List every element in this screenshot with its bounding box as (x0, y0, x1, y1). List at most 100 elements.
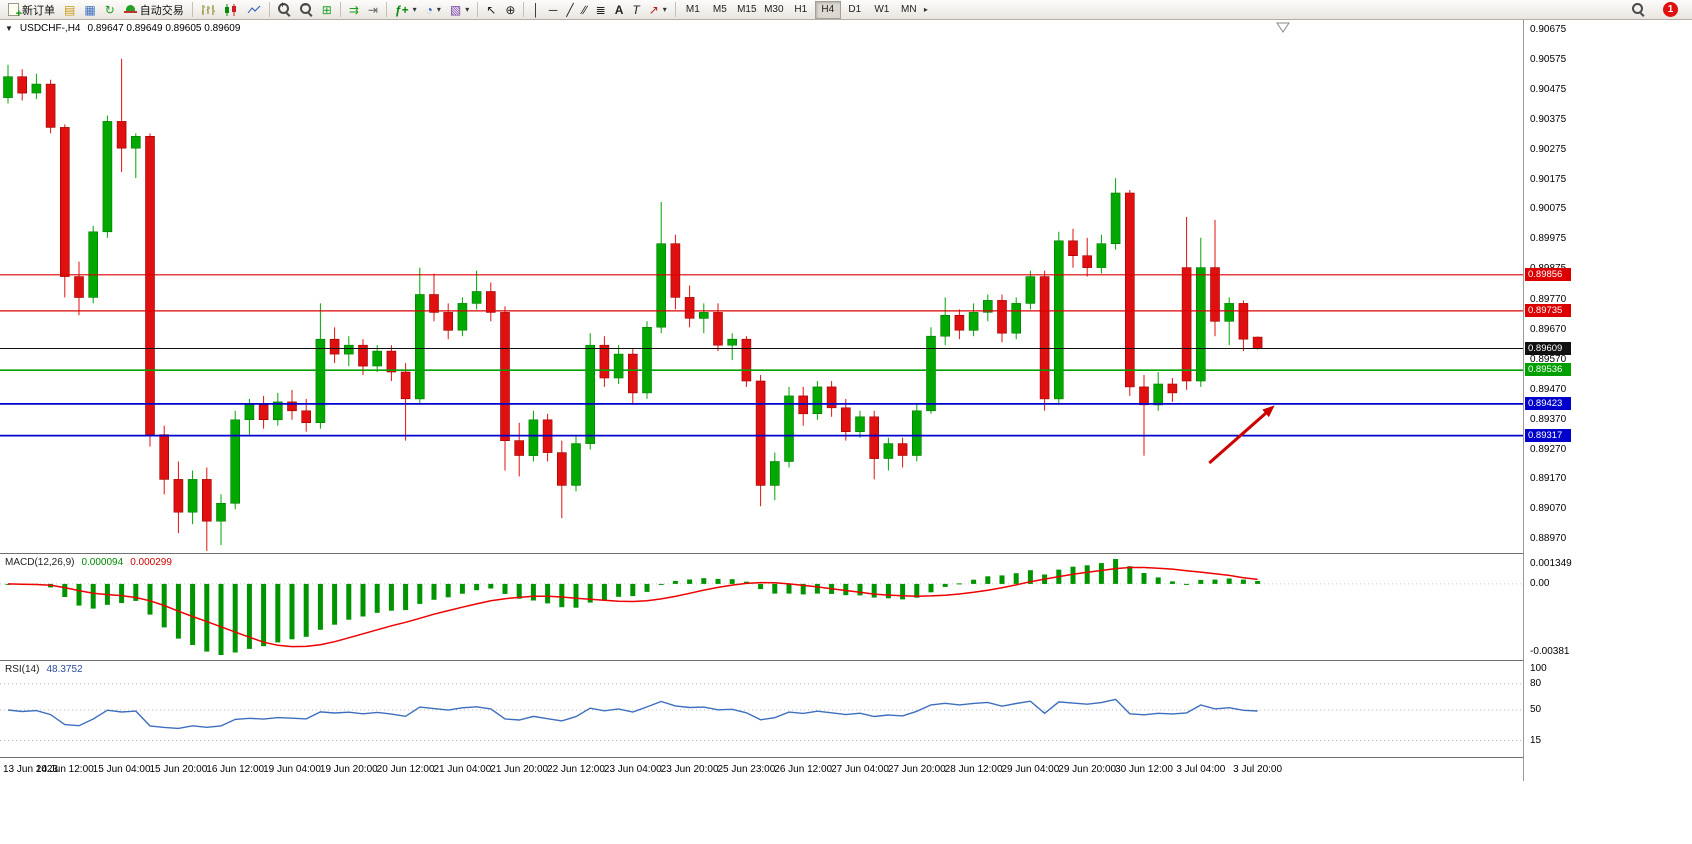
crosshair-icon: ⊕ (505, 2, 516, 17)
templates-button[interactable]: ▧ ▾ (446, 1, 473, 19)
horizontal-lines[interactable] (0, 274, 1523, 437)
rsi-axis-label: 50 (1530, 704, 1542, 715)
trendline-button[interactable]: ╱ (562, 1, 577, 19)
macd-signal-line (7, 566, 1258, 648)
text-button[interactable]: A (611, 1, 628, 19)
charts-window-button[interactable]: ▤ (60, 1, 79, 19)
horizontal-line-icon: ─ (548, 2, 558, 17)
rsi-chart[interactable] (0, 662, 1523, 758)
timeframe-d1[interactable]: D1 (842, 1, 868, 19)
channel-button[interactable]: ∕∕ (579, 1, 591, 19)
candlestick-chart-button[interactable] (220, 1, 242, 19)
macd-histogram (5, 559, 1261, 655)
price-axis-label: 0.89470 (1530, 383, 1567, 395)
autotrade-button[interactable]: 自动交易 (120, 1, 188, 19)
price-axis[interactable]: 0.90675 0.90575 0.90475 0.90375 0.90275 0.901… (1523, 20, 1692, 555)
notification-badge[interactable]: 1 (1663, 2, 1678, 17)
bar-chart-button[interactable] (197, 1, 219, 19)
time-axis-label: 22 Jun 12:00 (547, 764, 605, 775)
price-axis-label: 0.90275 (1530, 143, 1567, 155)
arrow-annotation[interactable] (1208, 405, 1275, 465)
time-axis[interactable]: 13 Jun 2023 14 Jun 12:00 15 Jun 04:00 15 Ju… (0, 759, 1523, 781)
macd-axis[interactable]: 0.001349 0.00 -0.00381 (1523, 555, 1692, 662)
price-axis-label: 0.89570 (1530, 354, 1567, 366)
timeframe-h4[interactable]: H4 (814, 0, 841, 19)
arrows-button[interactable]: ↗ ▾ (645, 1, 671, 19)
zoom-out-button[interactable]: − (296, 1, 317, 19)
time-axis-corner (1523, 759, 1692, 781)
new-order-icon (8, 3, 22, 20)
tile-windows-icon: ⊞ (321, 2, 332, 17)
new-order-button[interactable]: 新订单 (4, 1, 59, 20)
time-axis-label: 25 Jun 23:00 (717, 764, 776, 775)
indicators-button[interactable]: ƒ+ ▾ (391, 1, 421, 19)
price-axis-label: 0.89670 (1530, 324, 1567, 336)
macd-axis-label: 0.00 (1530, 577, 1550, 589)
time-axis-label: 23 Jun 04:00 (603, 764, 662, 775)
tile-windows-button[interactable]: ⊞ (318, 1, 336, 19)
rsi-panel[interactable]: RSI(14) 48.3752 (0, 662, 1523, 758)
line-chart-icon (247, 5, 261, 13)
main-toolbar: 新订单 ▤ ▦ ↻ 自动交易 + − ⊞ ⇉ ⇥ ƒ+▾ ◔▾ ▧▾ ↖ ⊕ (0, 0, 1692, 20)
price-tag: 0.89856 (1525, 267, 1571, 281)
text-icon: A (614, 2, 624, 17)
auto-scroll-button[interactable]: ⇉ (345, 1, 363, 19)
price-axis-label: 0.89370 (1530, 413, 1567, 425)
search-icon (1632, 3, 1645, 16)
timeframe-m5[interactable]: M5 (707, 1, 733, 19)
refresh-button[interactable]: ↻ (101, 1, 119, 19)
time-axis-label: 3 Jul 04:00 (1176, 764, 1226, 775)
price-axis-label: 0.90675 (1530, 24, 1567, 36)
rsi-levels (0, 683, 1523, 741)
candles (3, 58, 1263, 551)
chart-bottom-margin (0, 782, 1692, 844)
timeframe-m1[interactable]: M1 (680, 1, 706, 19)
timeframe-m30[interactable]: M30 (761, 1, 787, 19)
price-chart-panel[interactable]: ▼ USDCHF-,H4 0.89647 0.89649 0.89605 0.8… (0, 20, 1523, 554)
horizontal-line-button[interactable]: ─ (545, 1, 562, 19)
crosshair-button[interactable]: ⊕ (501, 1, 519, 19)
profiles-button[interactable]: ▦ (80, 1, 99, 19)
indicators-icon: ƒ+ (394, 2, 409, 17)
time-axis-label: 29 Jun 20:00 (1058, 764, 1117, 775)
chart-shift-marker[interactable] (1276, 22, 1290, 33)
toolbar-separator (268, 2, 270, 17)
text-label-button[interactable]: T (628, 1, 643, 19)
price-axis-label: 0.89070 (1530, 503, 1567, 515)
time-axis-label: 21 Jun 20:00 (490, 764, 549, 775)
timeframe-mn[interactable]: MN (896, 1, 922, 19)
search-button[interactable] (1628, 1, 1649, 19)
timeframe-h1[interactable]: H1 (788, 1, 814, 19)
periodicity-button[interactable]: ◔ ▾ (422, 1, 445, 19)
macd-panel[interactable]: MACD(12,26,9) 0.000094 0.000299 (0, 555, 1523, 661)
zoom-in-icon: + (277, 1, 291, 16)
time-axis-label: 26 Jun 12:00 (774, 764, 833, 775)
timeframe-m15[interactable]: M15 (734, 1, 760, 19)
fibonacci-button[interactable]: ≣ (592, 1, 610, 19)
price-tag: 0.89735 (1525, 303, 1571, 317)
vertical-line-button[interactable]: │ (528, 1, 544, 19)
auto-scroll-icon: ⇉ (348, 2, 359, 17)
macd-signal-value: 0.000299 (130, 557, 172, 568)
templates-icon: ▧ (449, 2, 462, 17)
zoom-in-button[interactable]: + (274, 1, 295, 19)
candlestick-chart[interactable] (0, 20, 1523, 554)
macd-chart[interactable] (0, 555, 1523, 661)
refresh-icon: ↻ (104, 2, 115, 17)
chart-shift-button[interactable]: ⇥ (364, 1, 382, 19)
timeframe-w1[interactable]: W1 (869, 1, 895, 19)
chart-collapse-icon[interactable]: ▼ (5, 24, 13, 33)
time-axis-label: 14 Jun 12:00 (35, 764, 94, 775)
rsi-axis[interactable]: 100 80 50 15 (1523, 662, 1692, 759)
line-chart-button[interactable] (243, 1, 265, 19)
toolbar-overflow-icon[interactable]: ▸ (923, 5, 928, 14)
macd-axis-label: -0.00381 (1530, 646, 1570, 657)
charts-window-icon: ▤ (64, 2, 76, 17)
time-axis-label: 23 Jun 20:00 (660, 764, 719, 775)
profiles-icon: ▦ (84, 2, 96, 17)
toolbar-separator (385, 2, 387, 17)
rsi-name-label: RSI(14) (5, 664, 40, 675)
cursor-button[interactable]: ↖ (482, 1, 500, 19)
dropdown-caret-icon: ▾ (412, 5, 417, 14)
